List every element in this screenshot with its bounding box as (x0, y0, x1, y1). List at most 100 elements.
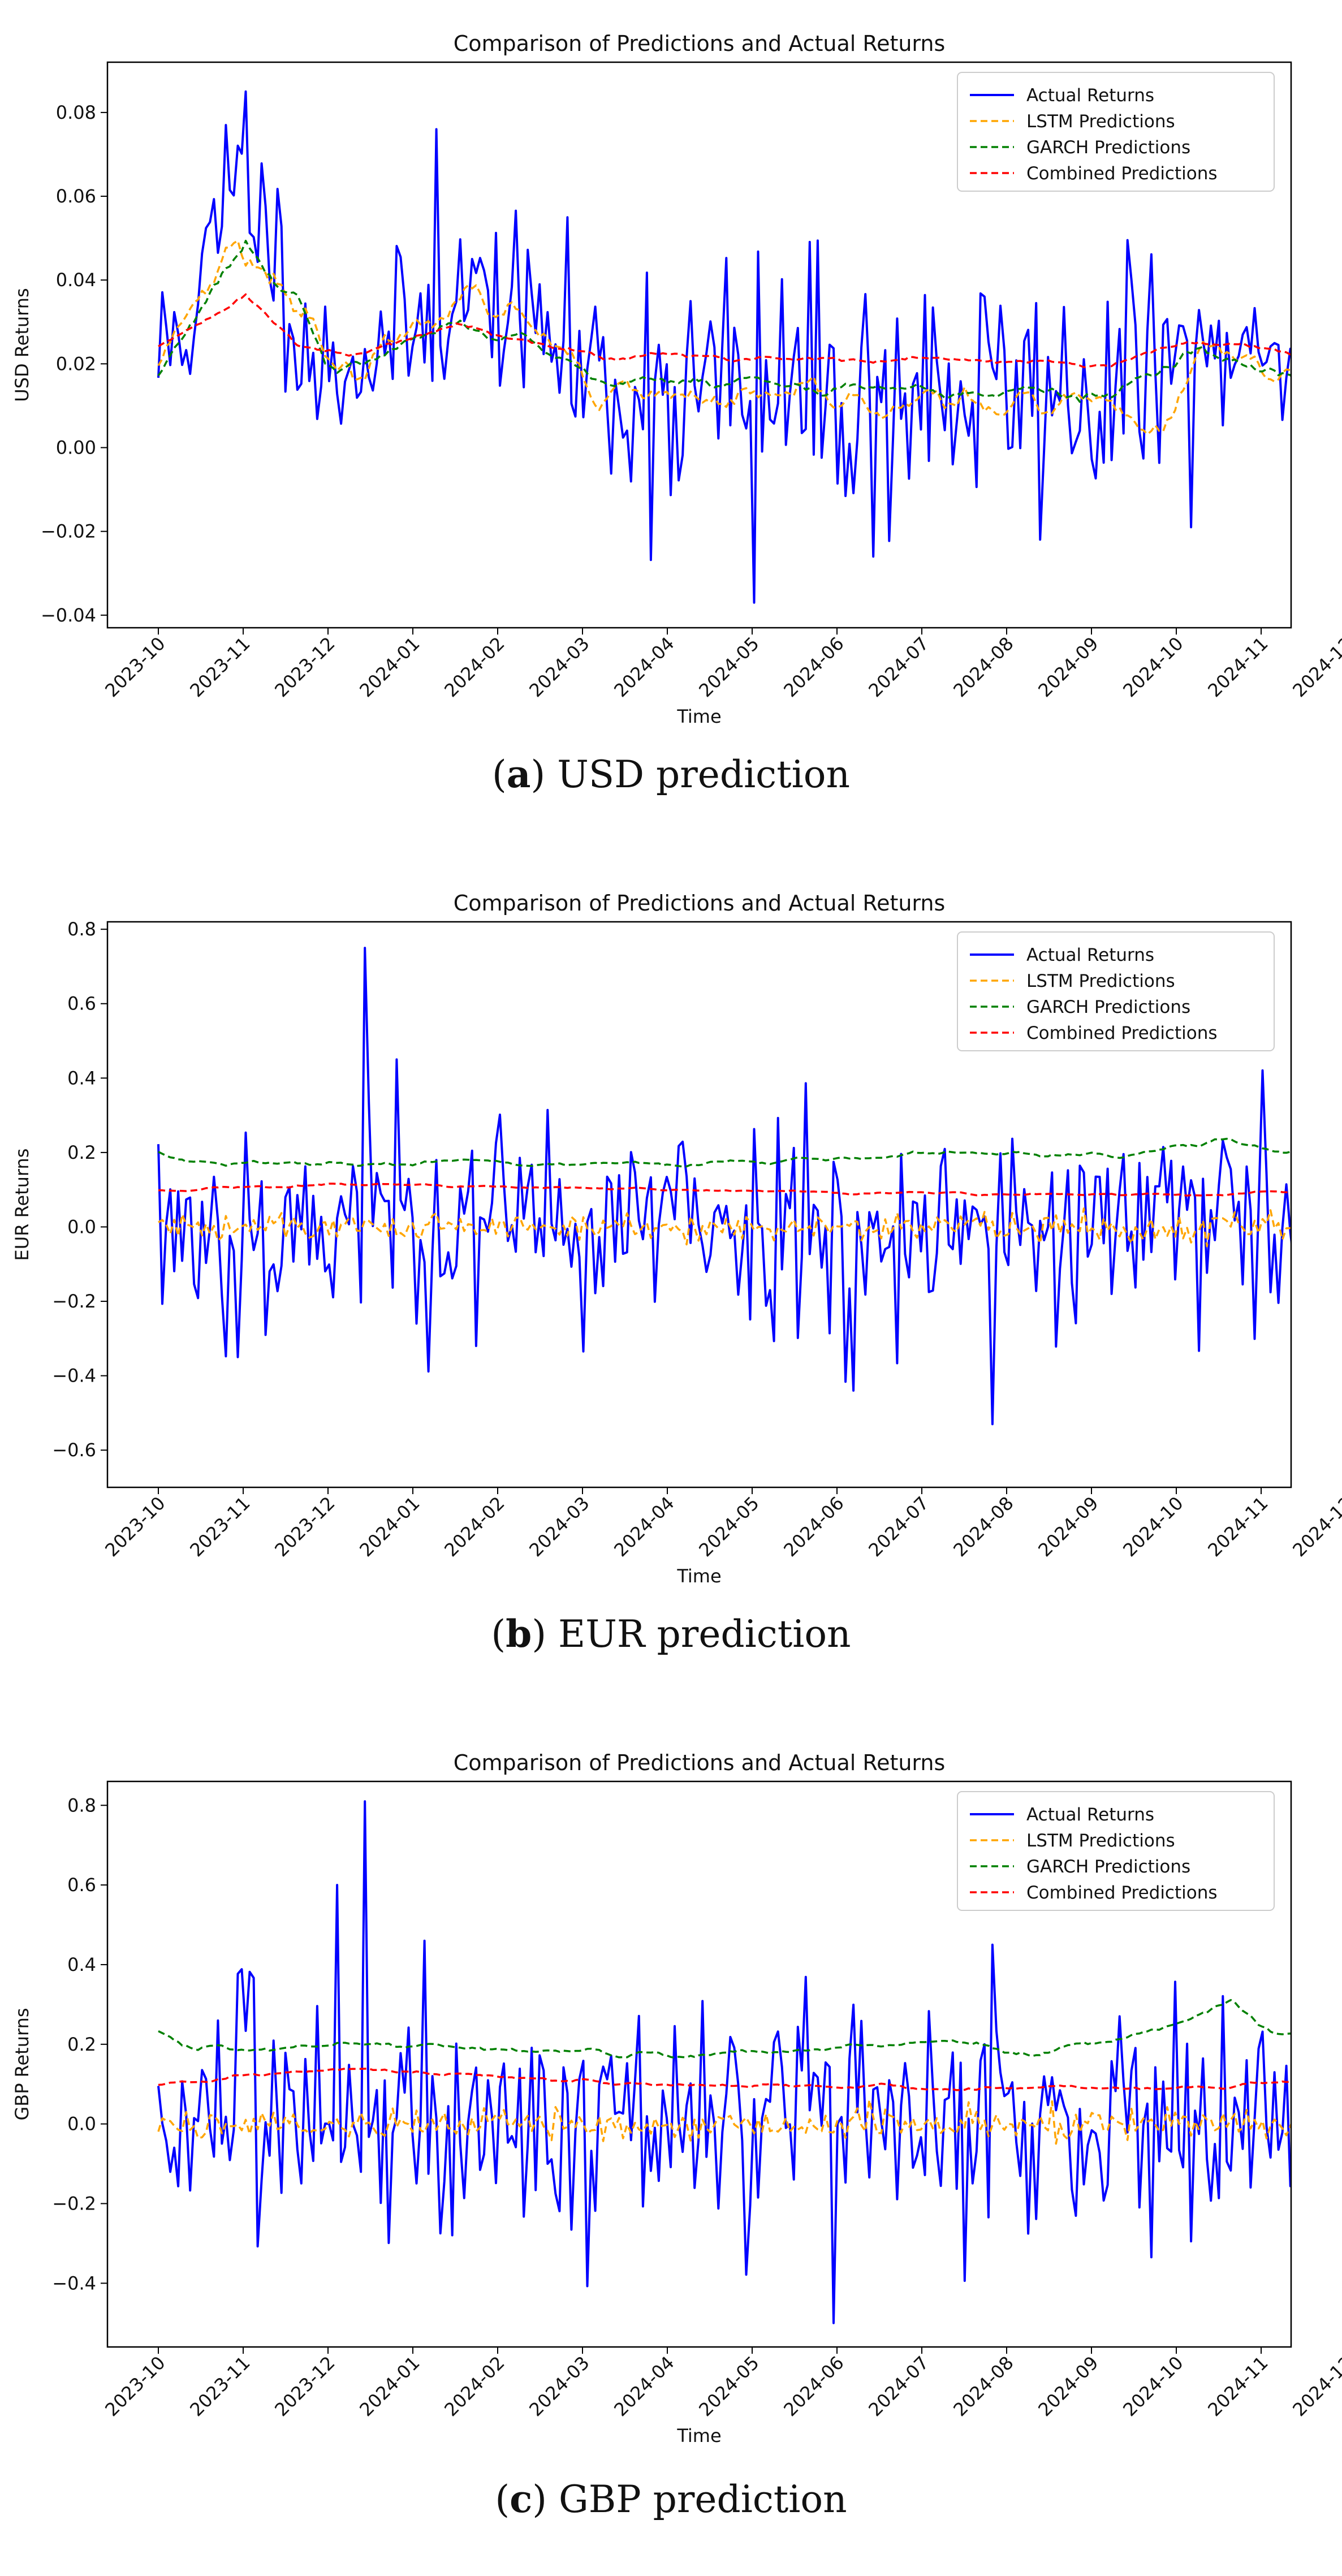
x-tick-label: 2024-08 (949, 633, 1017, 701)
legend-label: GARCH Predictions (1026, 997, 1190, 1017)
y-axis-label: USD Returns (11, 288, 33, 402)
series-line-garch-predictions (158, 1999, 1291, 2059)
x-tick-label: 2024-11 (1203, 1492, 1272, 1561)
x-tick-label: 2024-01 (355, 2352, 424, 2420)
y-tick-label: 0.6 (67, 1874, 96, 1896)
series-line-lstm-predictions (157, 2099, 1291, 2145)
x-tick-label: 2024-07 (864, 2352, 933, 2420)
legend-label: Actual Returns (1026, 1805, 1154, 1825)
plot-frame (106, 61, 1292, 629)
legend: Actual Returns LSTM Predictions GARCH Pred… (957, 1791, 1275, 1911)
x-tick-label: 2024-11 (1203, 633, 1272, 701)
y-tick-label: 0.2 (67, 2034, 96, 2055)
x-tick-label: 2024-06 (779, 633, 848, 701)
figure-gbp: Comparison of Predictions and Actual Ret… (0, 1719, 1342, 2576)
y-tick-label: 0.2 (67, 1142, 96, 1163)
x-axis-label: Time (676, 706, 721, 727)
y-tick-label: 0.06 (56, 185, 96, 207)
x-tick-label: 2024-08 (949, 1492, 1017, 1561)
eur-chart: Comparison of Predictions and Actual Ret… (11, 891, 1342, 1587)
y-tick-label: 0.08 (56, 102, 96, 123)
y-axis-label: EUR Returns (11, 1149, 33, 1261)
x-tick-label: 2024-12 (1288, 1492, 1342, 1561)
x-tick-label: 2024-12 (1288, 633, 1342, 701)
x-tick-label: 2024-01 (355, 633, 424, 701)
series-line-actual-returns (157, 90, 1291, 604)
legend-label: GARCH Predictions (1026, 1857, 1190, 1877)
series-line-garch-predictions (158, 1137, 1291, 1168)
series-line-combined-predictions (158, 293, 1291, 369)
legend: Actual Returns LSTM Predictions GARCH Pred… (957, 72, 1275, 192)
chart-title: Comparison of Predictions and Actual Ret… (454, 1750, 946, 1775)
figure-usd: Comparison of Predictions and Actual Ret… (0, 0, 1342, 848)
x-tick-label: 2024-03 (525, 1492, 593, 1561)
x-tick-label: 2024-02 (440, 2352, 508, 2420)
x-tick-label: 2024-09 (1034, 633, 1102, 701)
y-tick-label: 0.0 (67, 1216, 96, 1237)
y-tick-label: 0.0 (67, 2113, 96, 2135)
x-tick-label: 2024-06 (779, 2352, 848, 2420)
legend: Actual Returns LSTM Predictions GARCH Pred… (957, 931, 1275, 1051)
y-tick-label: −0.4 (52, 2272, 96, 2294)
x-tick-label: 2024-01 (355, 1492, 424, 1561)
x-tick-label: 2023-11 (185, 1492, 254, 1561)
x-tick-label: 2023-10 (101, 633, 169, 701)
x-tick-label: 2024-05 (694, 1492, 763, 1561)
x-tick-label: 2024-07 (864, 1492, 933, 1561)
usd-chart: Comparison of Predictions and Actual Ret… (11, 31, 1342, 727)
x-tick-label: 2023-12 (270, 2352, 339, 2420)
legend-label: Actual Returns (1026, 945, 1154, 965)
x-tick-label: 2024-03 (525, 2352, 593, 2420)
caption-gbp: (c) GBP prediction (495, 2477, 847, 2521)
x-tick-label: 2024-03 (525, 633, 593, 701)
series-line-combined-predictions (158, 2068, 1291, 2091)
series-line-actual-returns (157, 1800, 1291, 2324)
x-tick-label: 2024-02 (440, 633, 508, 701)
x-tick-label: 2024-12 (1288, 2352, 1342, 2420)
x-tick-label: 2024-02 (440, 1492, 508, 1561)
y-tick-label: 0.4 (67, 1954, 96, 1975)
series-line-combined-predictions (158, 1183, 1291, 1197)
y-tick-label: 0.8 (67, 918, 96, 940)
y-tick-label: −0.04 (41, 605, 96, 626)
x-tick-label: 2024-06 (779, 1492, 848, 1561)
legend-label: LSTM Predictions (1026, 971, 1175, 991)
x-tick-label: 2024-04 (610, 1492, 678, 1561)
x-tick-label: 2023-10 (101, 2352, 169, 2420)
x-tick-label: 2024-11 (1203, 2352, 1272, 2420)
x-axis-label: Time (676, 1565, 721, 1587)
x-tick-label: 2024-07 (864, 633, 933, 701)
x-tick-label: 2023-12 (270, 633, 339, 701)
x-axis-label: Time (676, 2425, 721, 2446)
y-tick-label: 0.6 (67, 993, 96, 1015)
y-tick-label: 0.4 (67, 1067, 96, 1089)
y-tick-label: 0.02 (56, 353, 96, 374)
legend-label: GARCH Predictions (1026, 137, 1190, 158)
x-tick-label: 2024-05 (694, 2352, 763, 2420)
y-tick-label: 0.8 (67, 1794, 96, 1816)
legend-label: LSTM Predictions (1026, 111, 1175, 132)
series-line-garch-predictions (157, 239, 1291, 403)
x-tick-label: 2023-11 (185, 2352, 254, 2420)
x-tick-label: 2024-10 (1119, 2352, 1187, 2420)
plot-frame (106, 921, 1292, 1488)
legend-label: Actual Returns (1026, 85, 1154, 106)
y-tick-label: 0.00 (56, 437, 96, 458)
y-tick-label: 0.04 (56, 269, 96, 291)
x-tick-label: 2024-09 (1034, 1492, 1102, 1561)
y-tick-label: −0.6 (52, 1439, 96, 1461)
x-tick-label: 2024-10 (1119, 633, 1187, 701)
y-axis-label: GBP Returns (11, 2008, 33, 2120)
legend-box (957, 931, 1275, 1051)
x-tick-label: 2024-04 (610, 633, 678, 701)
y-tick-label: −0.2 (52, 1291, 96, 1312)
chart-title: Comparison of Predictions and Actual Ret… (454, 31, 946, 56)
figure-eur: Comparison of Predictions and Actual Ret… (0, 860, 1342, 1708)
gbp-chart: Comparison of Predictions and Actual Ret… (11, 1750, 1342, 2446)
legend-label: Combined Predictions (1026, 1883, 1218, 1903)
x-tick-label: 2024-05 (694, 633, 763, 701)
plot-frame (106, 1780, 1292, 2348)
x-tick-label: 2024-04 (610, 2352, 678, 2420)
x-tick-label: 2024-09 (1034, 2352, 1102, 2420)
x-tick-label: 2024-10 (1119, 1492, 1187, 1561)
